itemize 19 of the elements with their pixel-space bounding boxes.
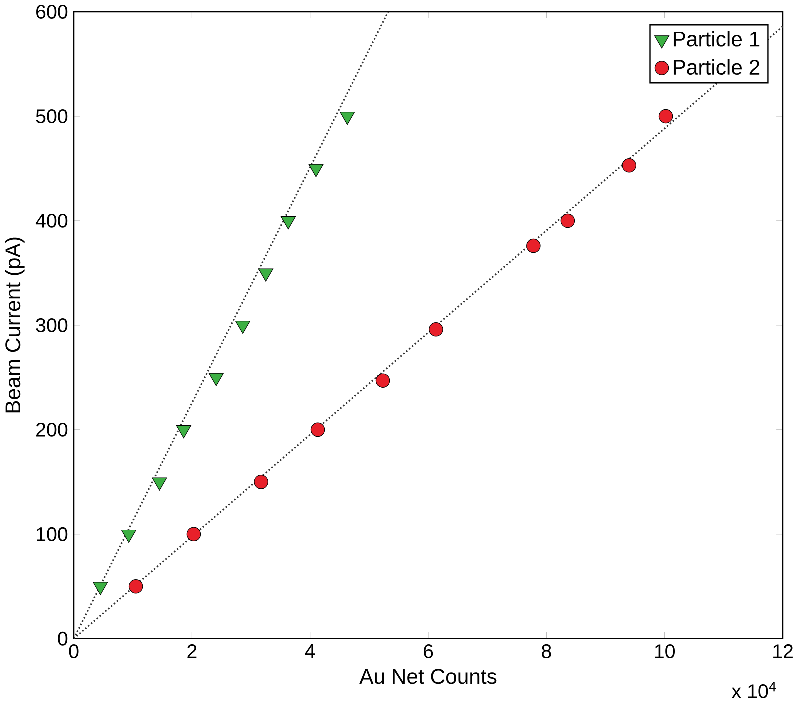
legend-label: Particle 1	[674, 30, 760, 47]
x-tick-label: 0	[69, 644, 79, 658]
y-axis-title: Beam Current (pA)	[5, 238, 25, 412]
y-tick-label: 500	[36, 109, 68, 124]
text: x 10$^{4}$	[732, 682, 776, 698]
x-tick-label: 2	[188, 644, 197, 658]
y-tick-label: 400	[36, 214, 68, 228]
y-tick-label: 200	[36, 422, 68, 437]
y-tick-label: 0	[58, 632, 68, 646]
y-tick-label: 600	[36, 4, 68, 19]
x-tick-label: 10	[655, 644, 676, 658]
legend-label: Particle 2	[674, 59, 760, 75]
y-tick-label: 300	[36, 318, 68, 332]
x-tick-label: 8	[542, 644, 552, 658]
x-axis-title: Au Net Counts	[360, 668, 497, 684]
y-tick-label: 100	[37, 527, 68, 542]
x-tick-label: 12	[774, 644, 793, 658]
x-tick-label: 6	[424, 644, 434, 658]
x-tick-label: 4	[305, 644, 316, 658]
